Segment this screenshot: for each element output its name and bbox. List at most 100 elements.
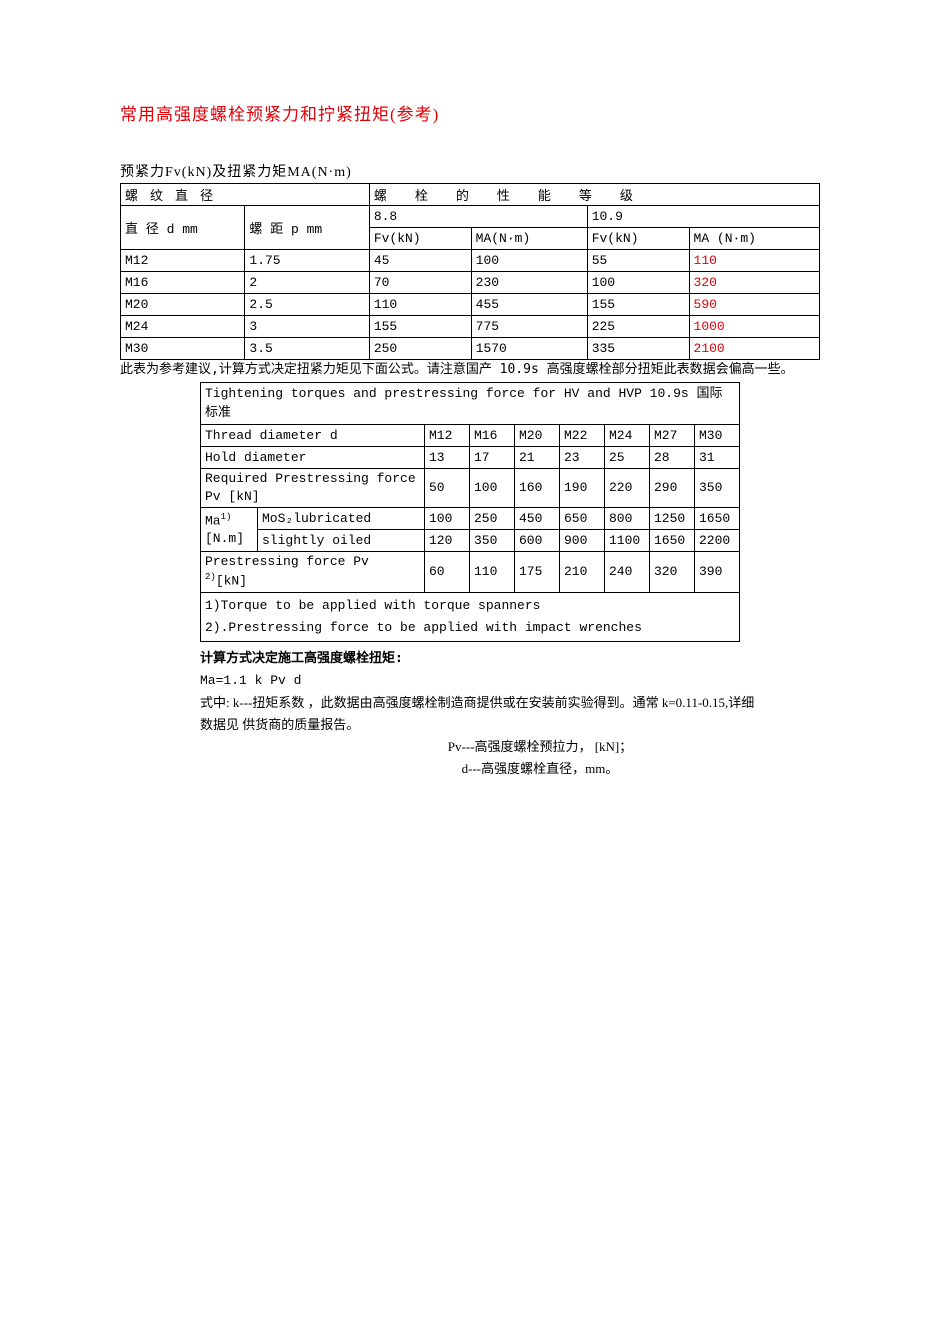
header-diameter: 直 径 d mm (121, 206, 245, 250)
cell-pv: 160 (515, 468, 560, 507)
cell-hold: 21 (515, 446, 560, 468)
cell-size: M16 (470, 424, 515, 446)
cell-pv: 50 (425, 468, 470, 507)
cell-pv: 190 (560, 468, 605, 507)
cell-fv88: 250 (369, 338, 471, 360)
cell-mos: 650 (560, 507, 605, 529)
cell-pitch: 2.5 (245, 294, 369, 316)
cell-mos: 800 (605, 507, 650, 529)
cell-pitch: 3.5 (245, 338, 369, 360)
cell-pv: 220 (605, 468, 650, 507)
header-pitch: 螺 距 p mm (245, 206, 369, 250)
torque-table-1: 螺纹直径 螺栓的性能等级 直 径 d mm 螺 距 p mm 8.8 10.9 … (120, 183, 820, 360)
header-ma-109: MA (N·m) (689, 228, 819, 250)
cell-oiled: 120 (425, 529, 470, 551)
table2-footnotes: 1)Torque to be applied with torque spann… (201, 592, 740, 641)
cell-pv2: 175 (515, 551, 560, 592)
cell-ma88: 100 (471, 250, 587, 272)
cell-hold: 25 (605, 446, 650, 468)
cell-mos: 100 (425, 507, 470, 529)
cell-diameter: M12 (121, 250, 245, 272)
header-fv-109: Fv(kN) (587, 228, 689, 250)
table-row: M16 2 70 230 100 320 (121, 272, 820, 294)
cell-size: M30 (695, 424, 740, 446)
cell-pv2: 240 (605, 551, 650, 592)
cell-size: M20 (515, 424, 560, 446)
cell-ma88: 455 (471, 294, 587, 316)
cell-pv2: 210 (560, 551, 605, 592)
row-pv-label: Required Prestressing force Pv [kN] (201, 468, 425, 507)
row-hold-label: Hold diameter (201, 446, 425, 468)
cell-fv88: 155 (369, 316, 471, 338)
table-row: M30 3.5 250 1570 335 2100 (121, 338, 820, 360)
cell-oiled: 350 (470, 529, 515, 551)
cell-diameter: M30 (121, 338, 245, 360)
row-ma-label: Ma1)[N.m] (201, 507, 258, 551)
cell-oiled: 1100 (605, 529, 650, 551)
cell-ma109: 590 (689, 294, 819, 316)
calc-line-2: Pv---高强度螺栓预拉力， [kN]； (320, 736, 760, 758)
cell-fv109: 155 (587, 294, 689, 316)
cell-size: M22 (560, 424, 605, 446)
header-grade-109: 10.9 (587, 206, 819, 228)
header-ma-88: MA(N·m) (471, 228, 587, 250)
cell-pv: 350 (695, 468, 740, 507)
cell-fv109: 225 (587, 316, 689, 338)
torque-table-2: Tightening torques and prestressing forc… (200, 382, 740, 642)
cell-ma109: 2100 (689, 338, 819, 360)
cell-size: M12 (425, 424, 470, 446)
row-pv2-label: Prestressing force Pv2)[kN] (201, 551, 425, 592)
cell-oiled: 600 (515, 529, 560, 551)
cell-oiled: 1650 (650, 529, 695, 551)
table2-title: Tightening torques and prestressing forc… (201, 382, 740, 424)
cell-pitch: 1.75 (245, 250, 369, 272)
table-row: M20 2.5 110 455 155 590 (121, 294, 820, 316)
cell-size: M24 (605, 424, 650, 446)
cell-mos: 450 (515, 507, 560, 529)
cell-ma109: 1000 (689, 316, 819, 338)
calc-formula: Ma=1.1 k Pv d (200, 670, 760, 692)
row-thread-label: Thread diameter d (201, 424, 425, 446)
cell-diameter: M16 (121, 272, 245, 294)
table-row: M12 1.75 45 100 55 110 (121, 250, 820, 272)
cell-ma109: 320 (689, 272, 819, 294)
cell-diameter: M20 (121, 294, 245, 316)
cell-fv88: 110 (369, 294, 471, 316)
cell-hold: 28 (650, 446, 695, 468)
cell-fv109: 335 (587, 338, 689, 360)
header-fv-88: Fv(kN) (369, 228, 471, 250)
row-mos-label: MoS₂lubricated (258, 507, 425, 529)
cell-hold: 17 (470, 446, 515, 468)
cell-mos: 1650 (695, 507, 740, 529)
header-bolt-grade: 螺栓的性能等级 (369, 184, 819, 206)
row-oiled-label: slightly oiled (258, 529, 425, 551)
calc-line-3: d---高强度螺栓直径，mm。 (320, 758, 760, 780)
cell-mos: 250 (470, 507, 515, 529)
cell-fv88: 45 (369, 250, 471, 272)
cell-pv2: 320 (650, 551, 695, 592)
cell-ma88: 230 (471, 272, 587, 294)
cell-pv2: 390 (695, 551, 740, 592)
cell-hold: 23 (560, 446, 605, 468)
cell-diameter: M24 (121, 316, 245, 338)
cell-ma88: 775 (471, 316, 587, 338)
cell-size: M27 (650, 424, 695, 446)
cell-hold: 31 (695, 446, 740, 468)
cell-ma109: 110 (689, 250, 819, 272)
cell-pv: 100 (470, 468, 515, 507)
cell-fv109: 55 (587, 250, 689, 272)
calculation-block: 计算方式决定施工高强度螺栓扭矩: Ma=1.1 k Pv d 式中: k---扭… (200, 648, 760, 781)
table-row: M24 3 155 775 225 1000 (121, 316, 820, 338)
cell-fv109: 100 (587, 272, 689, 294)
cell-oiled: 2200 (695, 529, 740, 551)
cell-ma88: 1570 (471, 338, 587, 360)
cell-pitch: 3 (245, 316, 369, 338)
header-grade-88: 8.8 (369, 206, 587, 228)
cell-mos: 1250 (650, 507, 695, 529)
header-thread-diameter: 螺纹直径 (121, 184, 370, 206)
calc-heading: 计算方式决定施工高强度螺栓扭矩: (200, 648, 760, 670)
table1-subtitle: 预紧力Fv(kN)及扭紧力矩MA(N·m) (120, 161, 825, 181)
cell-hold: 13 (425, 446, 470, 468)
cell-pv2: 110 (470, 551, 515, 592)
cell-pv2: 60 (425, 551, 470, 592)
